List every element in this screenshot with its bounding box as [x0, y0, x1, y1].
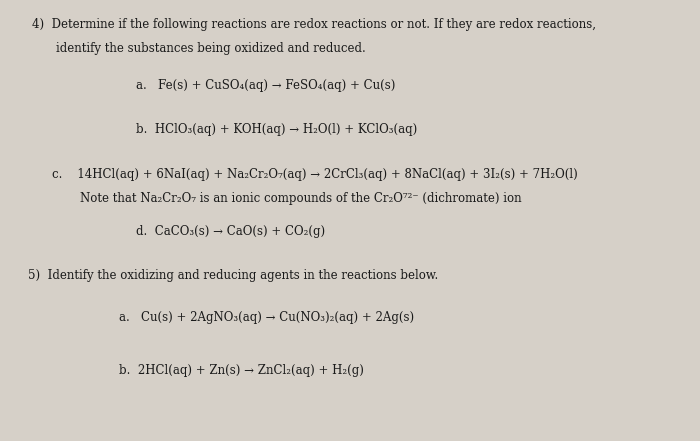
Text: a.   Fe(s) + CuSO₄(aq) → FeSO₄(aq) + Cu(s): a. Fe(s) + CuSO₄(aq) → FeSO₄(aq) + Cu(s) [136, 79, 396, 92]
Text: 5)  Identify the oxidizing and reducing agents in the reactions below.: 5) Identify the oxidizing and reducing a… [28, 269, 438, 282]
Text: 4)  Determine if the following reactions are redox reactions or not. If they are: 4) Determine if the following reactions … [32, 18, 596, 30]
Text: d.  CaCO₃(s) → CaO(s) + CO₂(g): d. CaCO₃(s) → CaO(s) + CO₂(g) [136, 225, 326, 238]
Text: identify the substances being oxidized and reduced.: identify the substances being oxidized a… [56, 42, 365, 55]
Text: Note that Na₂Cr₂O₇ is an ionic compounds of the Cr₂O⁷²⁻ (dichromate) ion: Note that Na₂Cr₂O₇ is an ionic compounds… [80, 192, 522, 205]
Text: b.  2HCl(aq) + Zn(s) → ZnCl₂(aq) + H₂(g): b. 2HCl(aq) + Zn(s) → ZnCl₂(aq) + H₂(g) [119, 364, 364, 377]
Text: b.  HClO₃(aq) + KOH(aq) → H₂O(l) + KClO₃(aq): b. HClO₃(aq) + KOH(aq) → H₂O(l) + KClO₃(… [136, 123, 418, 136]
Text: c.    14HCl(aq) + 6NaI(aq) + Na₂Cr₂O₇(aq) → 2CrCl₃(aq) + 8NaCl(aq) + 3I₂(s) + 7H: c. 14HCl(aq) + 6NaI(aq) + Na₂Cr₂O₇(aq) →… [52, 168, 578, 180]
Text: a.   Cu(s) + 2AgNO₃(aq) → Cu(NO₃)₂(aq) + 2Ag(s): a. Cu(s) + 2AgNO₃(aq) → Cu(NO₃)₂(aq) + 2… [119, 311, 414, 324]
